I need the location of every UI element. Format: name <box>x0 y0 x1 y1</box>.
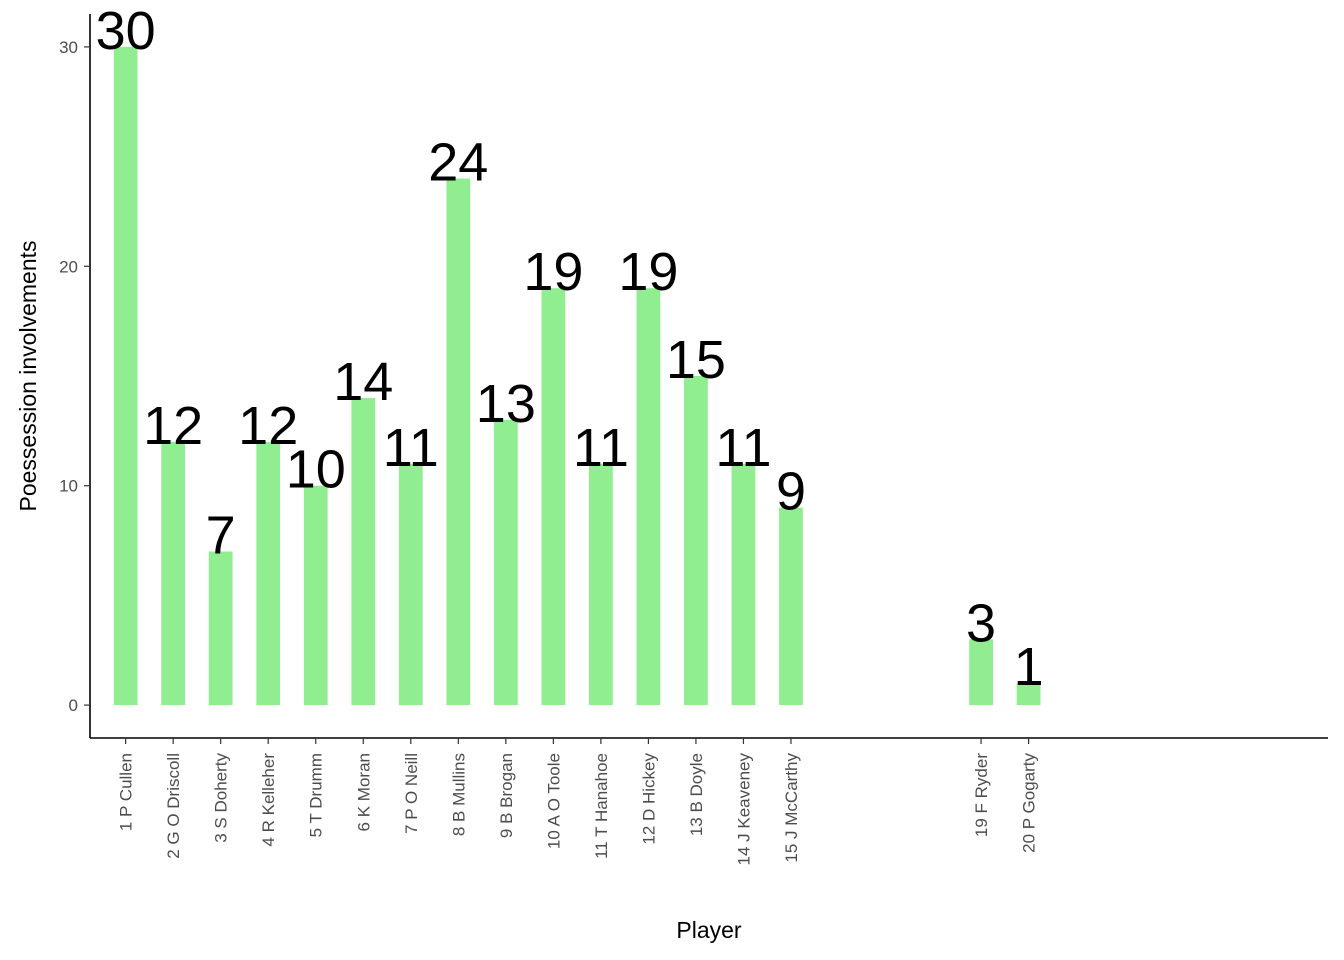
data-label: 11 <box>383 418 439 478</box>
bar <box>1016 683 1041 706</box>
x-tick-label: 15 J McCarthy <box>782 753 801 863</box>
x-tick-label: 10 A O Toole <box>544 753 563 849</box>
data-label: 3 <box>966 593 996 653</box>
bar <box>398 463 423 706</box>
y-tick-label: 30 <box>59 38 78 57</box>
bar <box>779 507 803 706</box>
data-label: 7 <box>206 506 236 566</box>
data-label: 12 <box>143 396 203 456</box>
x-tick-label: 6 K Moran <box>354 753 373 831</box>
data-label: 13 <box>476 374 536 434</box>
x-tick-label: 13 B Doyle <box>687 753 706 836</box>
bar <box>684 376 708 706</box>
data-label: 14 <box>333 352 393 412</box>
x-tick-label: 20 P Gogarty <box>1020 753 1039 853</box>
bar <box>446 178 471 706</box>
data-label: 9 <box>776 462 806 522</box>
x-tick-label: 14 J Keaveney <box>734 753 753 866</box>
data-label: 15 <box>666 330 726 390</box>
x-tick-label: 7 P O Neill <box>402 753 421 834</box>
bar <box>113 46 138 706</box>
x-axis-title: Player <box>676 917 742 943</box>
data-label: 24 <box>428 133 488 193</box>
bar <box>161 441 186 706</box>
bar <box>731 463 756 706</box>
x-axis-ticks: 1 P Cullen 2 G O Driscoll 3 S Doherty 4 R K… <box>117 738 1039 865</box>
data-label: 11 <box>715 418 771 478</box>
bar <box>493 419 518 706</box>
y-tick-label: 10 <box>59 477 78 496</box>
x-tick-label: 5 T Drumm <box>307 753 326 837</box>
y-tick-label: 20 <box>59 257 78 276</box>
data-label: 11 <box>573 418 629 478</box>
x-tick-label: 19 F Ryder <box>972 753 991 837</box>
bar <box>589 463 613 706</box>
data-label: 19 <box>523 242 583 302</box>
x-tick-label: 12 D Hickey <box>639 753 658 845</box>
x-tick-label: 1 P Cullen <box>117 753 136 831</box>
bar <box>208 551 233 706</box>
x-tick-label: 2 G O Driscoll <box>164 753 183 859</box>
y-axis-title: Poessession involvements <box>15 240 41 511</box>
y-axis-ticks: 0 10 20 30 <box>59 38 90 715</box>
bar <box>256 441 281 706</box>
bar <box>541 288 566 706</box>
x-tick-label: 8 B Mullins <box>449 753 468 836</box>
bar <box>303 485 328 706</box>
bars-layer <box>113 46 1041 706</box>
x-tick-label: 3 S Doherty <box>212 753 231 843</box>
bar <box>636 288 661 706</box>
data-label: 12 <box>238 396 298 456</box>
data-label: 30 <box>96 1 156 61</box>
bar <box>351 397 376 706</box>
x-tick-label: 11 T Hanahoe <box>592 753 611 859</box>
x-tick-label: 4 R Kelleher <box>259 753 278 847</box>
data-label: 10 <box>286 440 346 500</box>
x-tick-label: 9 B Brogan <box>497 753 516 838</box>
data-label: 1 <box>1014 637 1044 697</box>
y-tick-label: 0 <box>69 696 78 715</box>
data-label: 19 <box>618 242 678 302</box>
bar <box>969 639 993 706</box>
